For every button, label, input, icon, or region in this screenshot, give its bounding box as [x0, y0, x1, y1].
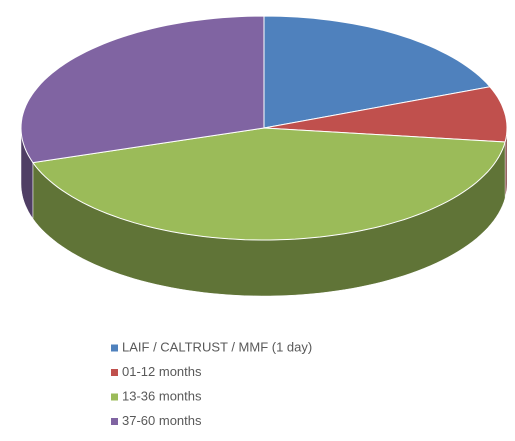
legend-label: 13-36 months [122, 388, 202, 403]
pie-slice [32, 127, 506, 241]
pie-slice [20, 15, 265, 164]
legend-marker [111, 344, 118, 352]
legend-label: LAIF / CALTRUST / MMF (1 day) [122, 339, 312, 354]
legend-marker [111, 393, 118, 401]
legend-label: 37-60 months [122, 413, 202, 428]
pie-top [20, 15, 508, 241]
legend-marker [111, 369, 118, 376]
legend: LAIF / CALTRUST / MMF (1 day) 01-12 month… [111, 339, 312, 428]
legend-label: 01-12 months [122, 364, 202, 379]
pie-sides [20, 127, 508, 297]
pie-slice [263, 86, 508, 143]
legend-marker [111, 418, 118, 425]
pie-slice [263, 15, 491, 129]
